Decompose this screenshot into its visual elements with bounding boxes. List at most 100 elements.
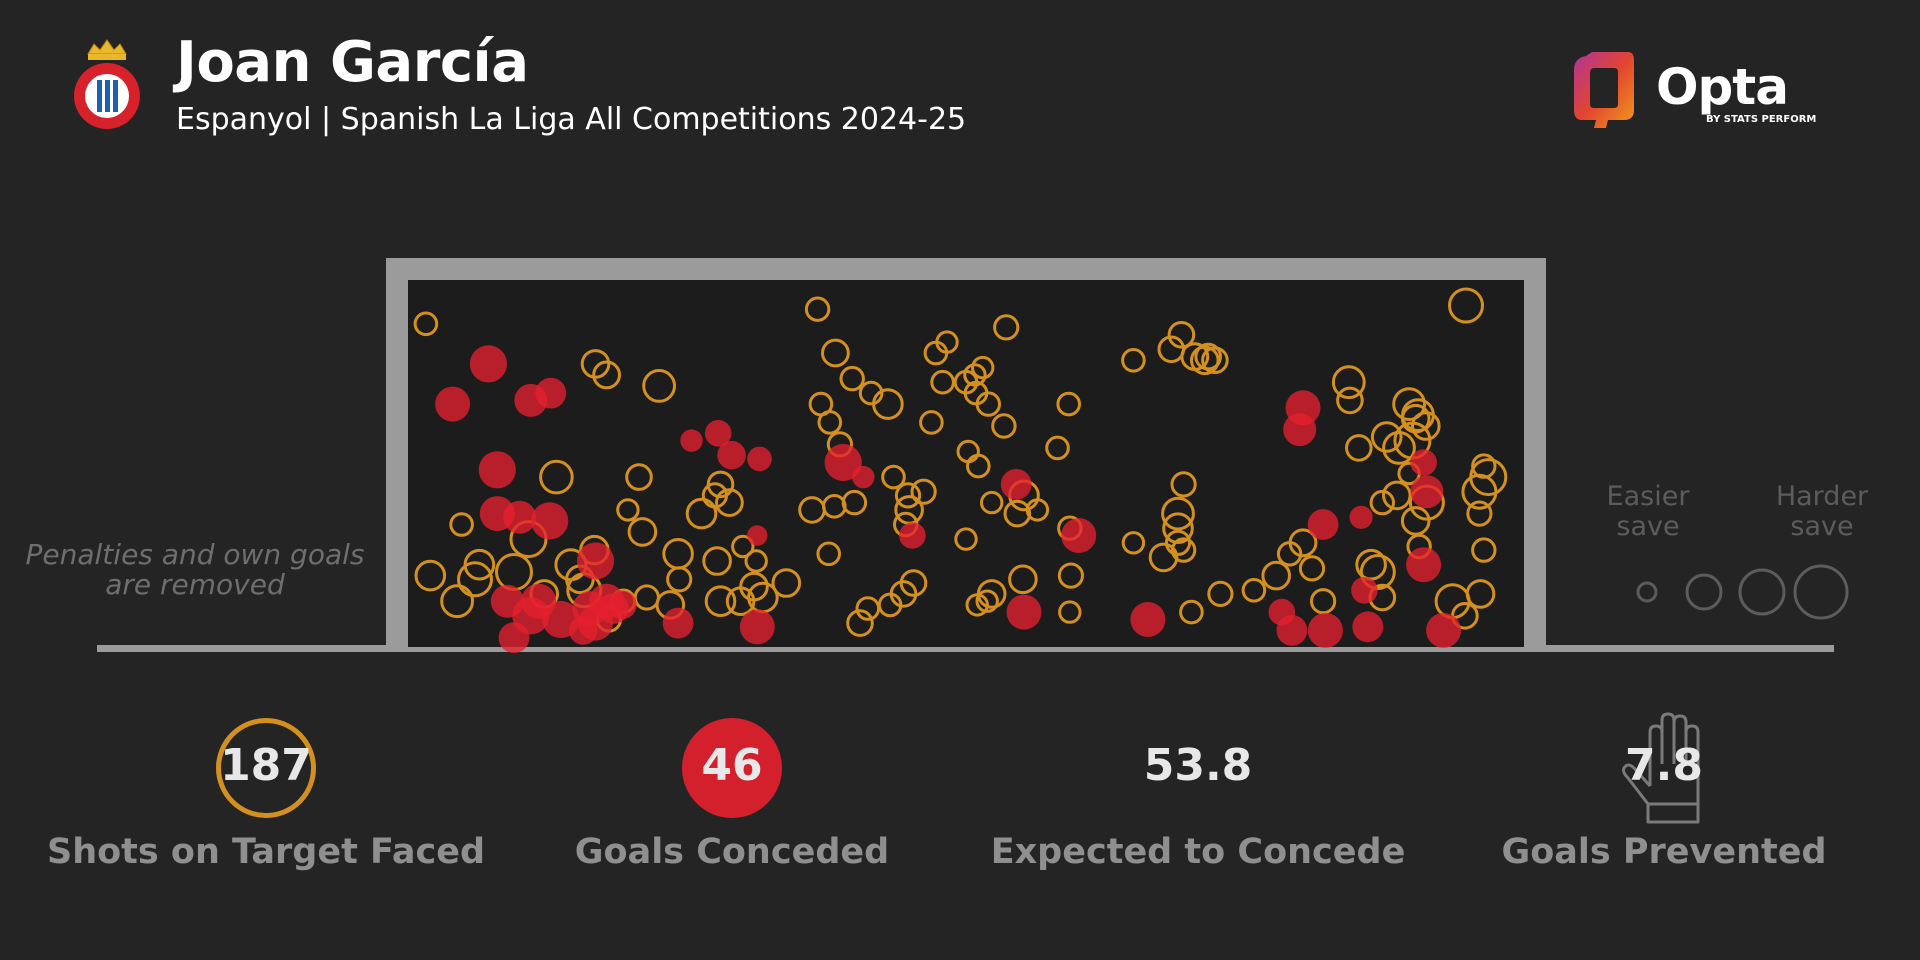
goal-marker [435,386,471,422]
stat-expected-to-concede: 53.8 Expected to Concede [948,712,1448,892]
espanyol-crest-icon [74,39,140,129]
ground-line [97,645,1834,652]
saved-shot-marker [919,410,944,435]
saved-shot-marker [1448,287,1484,324]
goal-marker [478,451,516,489]
saved-shot-marker [592,360,621,390]
goal-marker [1426,612,1462,648]
saved-shot-marker [1400,506,1431,536]
saved-shot-marker [662,538,694,570]
saved-shot-marker [1025,498,1050,522]
saved-shot-marker [1331,365,1366,400]
saved-shot-marker [1336,386,1364,415]
goal-marker [568,616,598,645]
saved-shot-marker [1310,588,1337,615]
saved-shot-marker [1003,499,1032,528]
saved-shot-marker [539,459,574,495]
saved-shot-marker [935,330,959,354]
saved-shot-marker [449,512,474,537]
goal-marker [1006,594,1042,630]
opta-logo-icon [1574,52,1634,128]
goal-marker [1352,611,1384,643]
saved-shot-marker [627,517,658,547]
goal-marker [852,465,875,489]
stat-value: 7.8 [1625,740,1703,791]
goal-marker [1307,612,1343,648]
subtitle: Espanyol | Spanish La Liga All Competiti… [176,102,967,137]
stat-value: 187 [220,740,312,791]
saved-shot-marker [1008,564,1038,595]
saved-shot-marker [1382,431,1416,465]
goal-marker [704,420,732,447]
saved-shot-marker [1392,387,1426,422]
saved-shot-marker [1179,599,1204,625]
saved-shot-marker [1162,512,1194,545]
saved-shot-marker [463,548,496,581]
legend-harder-label: Harder save [1752,482,1892,542]
saved-shot-marker [1190,345,1220,376]
saved-shot-marker [1170,471,1197,498]
saved-shot-marker [1261,560,1291,591]
stat-disc-marker [682,718,782,818]
stat-shots-on-target: 187 Shots on Target Faced [16,712,516,892]
saved-shot-marker [1298,555,1326,582]
stat-value: 46 [701,740,763,791]
opta-wordmark: Opta [1656,58,1789,116]
saved-shot-marker [930,369,955,395]
saved-shot-marker [1359,554,1396,590]
shots-layer [413,287,1508,654]
saved-shot-marker [894,482,922,509]
saved-shot-marker [1469,458,1508,497]
legend-size-circle [1793,564,1849,620]
saved-shot-marker [993,314,1020,341]
stat-goals-conceded: 46 Goals Conceded [482,712,982,892]
note-line-1: Penalties and own goals [25,538,365,571]
goal-marker [531,502,569,540]
goal-marker [1307,509,1339,540]
saved-shot-marker [715,488,744,518]
saved-shot-marker [841,489,868,516]
legend-harder-line-2: save [1790,511,1854,542]
saved-shot-marker [1466,500,1493,527]
saved-shot-marker [1400,403,1431,434]
saved-shot-marker [642,369,676,403]
saved-shot-marker [1411,411,1441,441]
saved-shot-marker [975,589,999,613]
saved-shot-marker [872,388,904,420]
saved-shot-marker [1207,580,1234,608]
saved-shot-marker [706,470,735,499]
legend-size-circle [1685,573,1723,611]
saved-shot-marker [1161,496,1195,531]
legend-size-circle [1636,581,1658,603]
size-legend [1636,564,1849,620]
goal-marker [717,440,746,470]
saved-shot-marker [839,365,865,392]
saved-shot-marker [1382,480,1412,511]
saved-shot-marker [744,549,768,573]
saved-shot-marker [580,349,611,379]
goal-marker [1351,577,1378,604]
saved-shot-marker [821,338,850,368]
saved-shot-marker [980,490,1004,515]
saved-shot-marker [731,534,755,559]
saved-shot-marker [1241,578,1267,603]
goal-marker [739,609,775,645]
saved-shot-marker [1058,600,1082,624]
saved-shot-marker [971,355,995,380]
saved-shot-marker [1121,348,1146,373]
saved-shot-marker [1170,537,1197,563]
stat-label: Goals Conceded [574,832,890,872]
legend-easier-line-1: Easier [1606,481,1690,512]
goal-marker [1410,475,1444,509]
stat-label: Shots on Target Faced [46,832,486,872]
saved-shot-marker [1288,528,1318,558]
saved-shot-marker [858,380,884,406]
saved-shot-marker [704,585,737,618]
goal-marker [1130,602,1166,637]
goal-marker [662,607,694,639]
saved-shot-marker [817,410,843,435]
goal-marker [535,377,567,409]
goal-marker [503,500,537,534]
saved-shot-marker [616,498,640,522]
header: Joan García Espanyol | Spanish La Liga A… [0,0,1920,160]
